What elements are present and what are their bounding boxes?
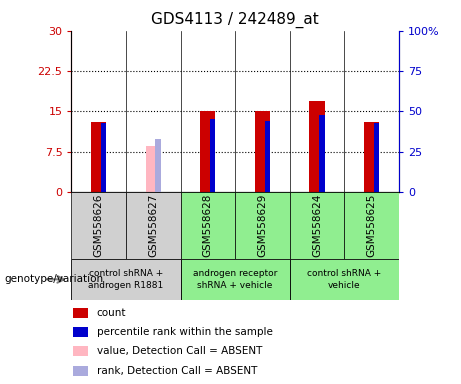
Text: control shRNA +
androgen R1881: control shRNA + androgen R1881 bbox=[89, 269, 164, 290]
Text: rank, Detection Call = ABSENT: rank, Detection Call = ABSENT bbox=[97, 366, 257, 376]
Bar bbox=[73, 366, 88, 376]
Text: androgen receptor
shRNA + vehicle: androgen receptor shRNA + vehicle bbox=[193, 269, 278, 290]
Bar bbox=[210, 119, 215, 192]
Bar bbox=[235, 192, 290, 259]
Bar bbox=[374, 122, 379, 192]
Bar bbox=[344, 192, 399, 259]
Text: percentile rank within the sample: percentile rank within the sample bbox=[97, 327, 273, 337]
Bar bbox=[181, 192, 235, 259]
Bar bbox=[255, 111, 270, 192]
Bar bbox=[126, 192, 181, 259]
Bar bbox=[71, 259, 181, 300]
Bar bbox=[73, 327, 88, 337]
Bar bbox=[364, 122, 379, 192]
Text: GSM558626: GSM558626 bbox=[94, 194, 104, 257]
Bar bbox=[146, 146, 161, 192]
Bar bbox=[73, 346, 88, 356]
Text: GSM558627: GSM558627 bbox=[148, 194, 158, 257]
Bar bbox=[265, 121, 270, 192]
Bar bbox=[155, 139, 161, 192]
Text: GSM558628: GSM558628 bbox=[203, 194, 213, 257]
Text: genotype/variation: genotype/variation bbox=[5, 274, 104, 285]
Text: control shRNA +
vehicle: control shRNA + vehicle bbox=[307, 269, 381, 290]
Bar bbox=[71, 192, 126, 259]
Text: GSM558629: GSM558629 bbox=[257, 194, 267, 257]
Bar bbox=[290, 192, 344, 259]
Text: count: count bbox=[97, 308, 126, 318]
Bar bbox=[290, 259, 399, 300]
Text: value, Detection Call = ABSENT: value, Detection Call = ABSENT bbox=[97, 346, 262, 356]
Bar bbox=[101, 122, 106, 192]
Text: GSM558624: GSM558624 bbox=[312, 194, 322, 257]
Bar bbox=[73, 308, 88, 318]
Bar bbox=[181, 259, 290, 300]
Title: GDS4113 / 242489_at: GDS4113 / 242489_at bbox=[151, 12, 319, 28]
Bar bbox=[91, 122, 106, 192]
Text: GSM558625: GSM558625 bbox=[366, 194, 377, 257]
Bar bbox=[319, 114, 325, 192]
Bar bbox=[309, 101, 325, 192]
Bar bbox=[200, 111, 215, 192]
